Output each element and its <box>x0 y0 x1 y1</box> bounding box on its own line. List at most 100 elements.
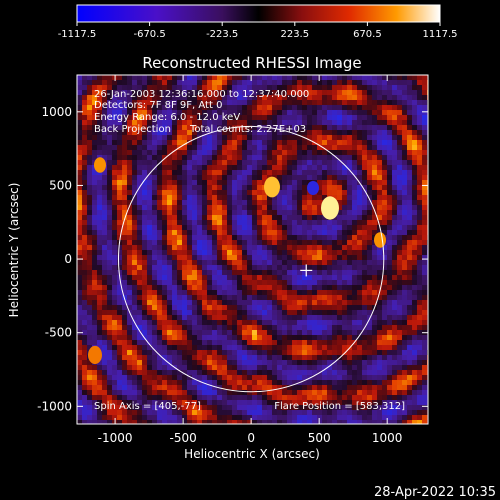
map-pixel <box>367 170 373 176</box>
map-pixel <box>167 195 173 201</box>
map-pixel <box>232 220 238 226</box>
map-pixel <box>327 290 333 296</box>
map-pixel <box>412 405 418 411</box>
map-pixel <box>367 215 373 221</box>
map-pixel <box>342 120 348 126</box>
map-pixel <box>297 75 303 81</box>
map-pixel <box>152 225 158 231</box>
map-pixel <box>402 220 408 226</box>
map-pixel <box>377 120 383 126</box>
map-pixel <box>367 160 373 166</box>
map-pixel <box>92 285 98 291</box>
map-pixel <box>352 195 358 201</box>
map-pixel <box>282 205 288 211</box>
map-pixel <box>277 125 283 131</box>
map-pixel <box>257 390 263 396</box>
map-pixel <box>277 90 283 96</box>
map-pixel <box>257 300 263 306</box>
map-pixel <box>242 165 248 171</box>
map-pixel <box>142 315 148 321</box>
map-pixel <box>327 185 333 191</box>
map-pixel <box>187 390 193 396</box>
map-pixel <box>97 90 103 96</box>
map-pixel <box>192 285 198 291</box>
map-pixel <box>292 270 298 276</box>
map-pixel <box>197 295 203 301</box>
map-pixel <box>342 390 348 396</box>
map-pixel <box>122 320 128 326</box>
map-pixel <box>422 285 428 291</box>
map-pixel <box>372 230 378 236</box>
map-pixel <box>357 355 363 361</box>
map-pixel <box>297 420 303 424</box>
map-pixel <box>252 365 258 371</box>
map-pixel <box>82 410 88 416</box>
map-pixel <box>342 75 348 81</box>
map-pixel <box>302 365 308 371</box>
map-pixel <box>112 175 118 181</box>
map-pixel <box>102 195 108 201</box>
map-pixel <box>132 95 138 101</box>
map-pixel <box>417 160 423 166</box>
map-pixel <box>342 320 348 326</box>
map-pixel <box>302 165 308 171</box>
map-pixel <box>302 255 308 261</box>
map-pixel <box>277 315 283 321</box>
map-pixel <box>102 225 108 231</box>
map-pixel <box>127 245 133 251</box>
map-pixel <box>102 285 108 291</box>
map-pixel <box>357 205 363 211</box>
map-pixel <box>197 115 203 121</box>
map-pixel <box>317 240 323 246</box>
map-pixel <box>422 395 428 401</box>
map-pixel <box>292 110 298 116</box>
map-pixel <box>232 160 238 166</box>
map-pixel <box>312 265 318 271</box>
map-pixel <box>207 270 213 276</box>
map-pixel <box>112 410 118 416</box>
map-pixel <box>422 355 428 361</box>
map-pixel <box>377 340 383 346</box>
map-pixel <box>122 180 128 186</box>
map-pixel <box>332 220 338 226</box>
map-pixel <box>357 150 363 156</box>
map-pixel <box>207 230 213 236</box>
map-pixel <box>222 250 228 256</box>
map-pixel <box>117 375 123 381</box>
map-pixel <box>417 190 423 196</box>
map-pixel <box>132 115 138 121</box>
map-pixel <box>102 180 108 186</box>
map-pixel <box>112 230 118 236</box>
map-pixel <box>337 105 343 111</box>
map-pixel <box>92 375 98 381</box>
map-pixel <box>192 395 198 401</box>
map-pixel <box>342 385 348 391</box>
map-pixel <box>237 105 243 111</box>
map-pixel <box>192 300 198 306</box>
map-pixel <box>327 255 333 261</box>
map-pixel <box>152 195 158 201</box>
map-pixel <box>222 315 228 321</box>
map-pixel <box>82 395 88 401</box>
map-pixel <box>177 375 183 381</box>
map-pixel <box>302 155 308 161</box>
map-pixel <box>137 235 143 241</box>
map-pixel <box>77 290 83 296</box>
map-pixel <box>422 135 428 141</box>
map-pixel <box>352 320 358 326</box>
map-pixel <box>317 150 323 156</box>
map-pixel <box>322 110 328 116</box>
map-pixel <box>352 200 358 206</box>
map-pixel <box>257 270 263 276</box>
map-pixel <box>187 140 193 146</box>
map-pixel <box>182 360 188 366</box>
map-pixel <box>112 315 118 321</box>
map-pixel <box>397 275 403 281</box>
map-pixel <box>377 355 383 361</box>
map-pixel <box>387 325 393 331</box>
map-pixel <box>402 310 408 316</box>
map-pixel <box>282 345 288 351</box>
map-pixel <box>112 385 118 391</box>
map-pixel <box>417 250 423 256</box>
map-pixel <box>107 410 113 416</box>
